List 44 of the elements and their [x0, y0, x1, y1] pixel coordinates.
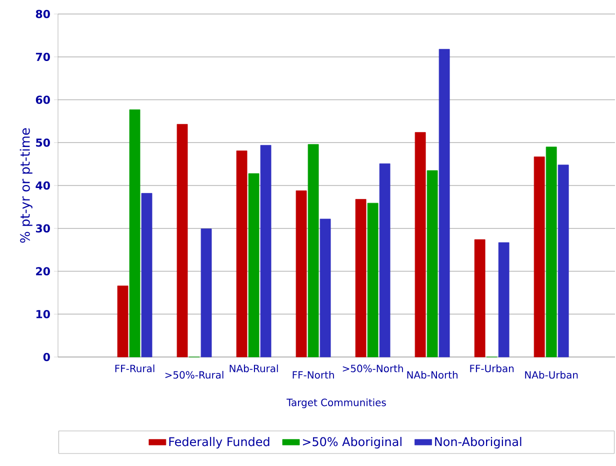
- y-tick-label: 0: [43, 352, 50, 362]
- x-tick-label: >50%-Rural: [165, 370, 224, 379]
- bar: [176, 124, 188, 358]
- x-axis-title: Target Communities: [286, 398, 386, 408]
- legend-label: Federally Funded: [169, 436, 270, 448]
- bar: [296, 190, 307, 358]
- bar: [117, 286, 128, 358]
- x-tick-label: FF-Rural: [115, 364, 154, 372]
- x-tick-label: FF-Urban: [470, 364, 514, 372]
- bar: [260, 145, 272, 358]
- bar: [474, 239, 486, 358]
- x-tick-label: NAb-Rural: [230, 364, 278, 372]
- y-tick-label: 20: [36, 267, 50, 276]
- y-tick-label: 30: [36, 224, 50, 233]
- bar: [248, 173, 260, 358]
- bar: [200, 228, 212, 358]
- bar: [438, 48, 450, 358]
- y-tick-label: 50: [36, 138, 50, 147]
- x-tick-label: >50%-North: [342, 364, 403, 372]
- y-tick-label: 80: [36, 10, 50, 18]
- y-tick-label: 10: [36, 310, 50, 318]
- x-tick-label: NAb-Urban: [525, 370, 578, 379]
- bar: [379, 163, 390, 358]
- bar: [355, 199, 366, 358]
- bar: [546, 146, 557, 358]
- y-tick-label: 70: [36, 52, 50, 62]
- legend-label: Non-Aboriginal: [435, 436, 522, 448]
- bar: [236, 150, 248, 358]
- bar: [534, 156, 545, 358]
- bar: [141, 193, 152, 358]
- legend-label: >50% Aboriginal: [302, 436, 402, 448]
- y-tick-label: 60: [36, 96, 50, 104]
- bar: [367, 202, 378, 358]
- y-tick-label: 40: [36, 181, 50, 190]
- bar: [129, 109, 140, 358]
- bar: [320, 218, 331, 358]
- bar: [558, 164, 569, 358]
- bar: [308, 144, 319, 358]
- bar: [414, 132, 426, 358]
- x-tick-label: NAb-North: [407, 370, 458, 379]
- bar: [426, 170, 438, 358]
- y-axis-title: % pt-yr or pt-time: [20, 128, 32, 243]
- bar: [498, 242, 510, 358]
- x-tick-label: FF-North: [292, 370, 334, 379]
